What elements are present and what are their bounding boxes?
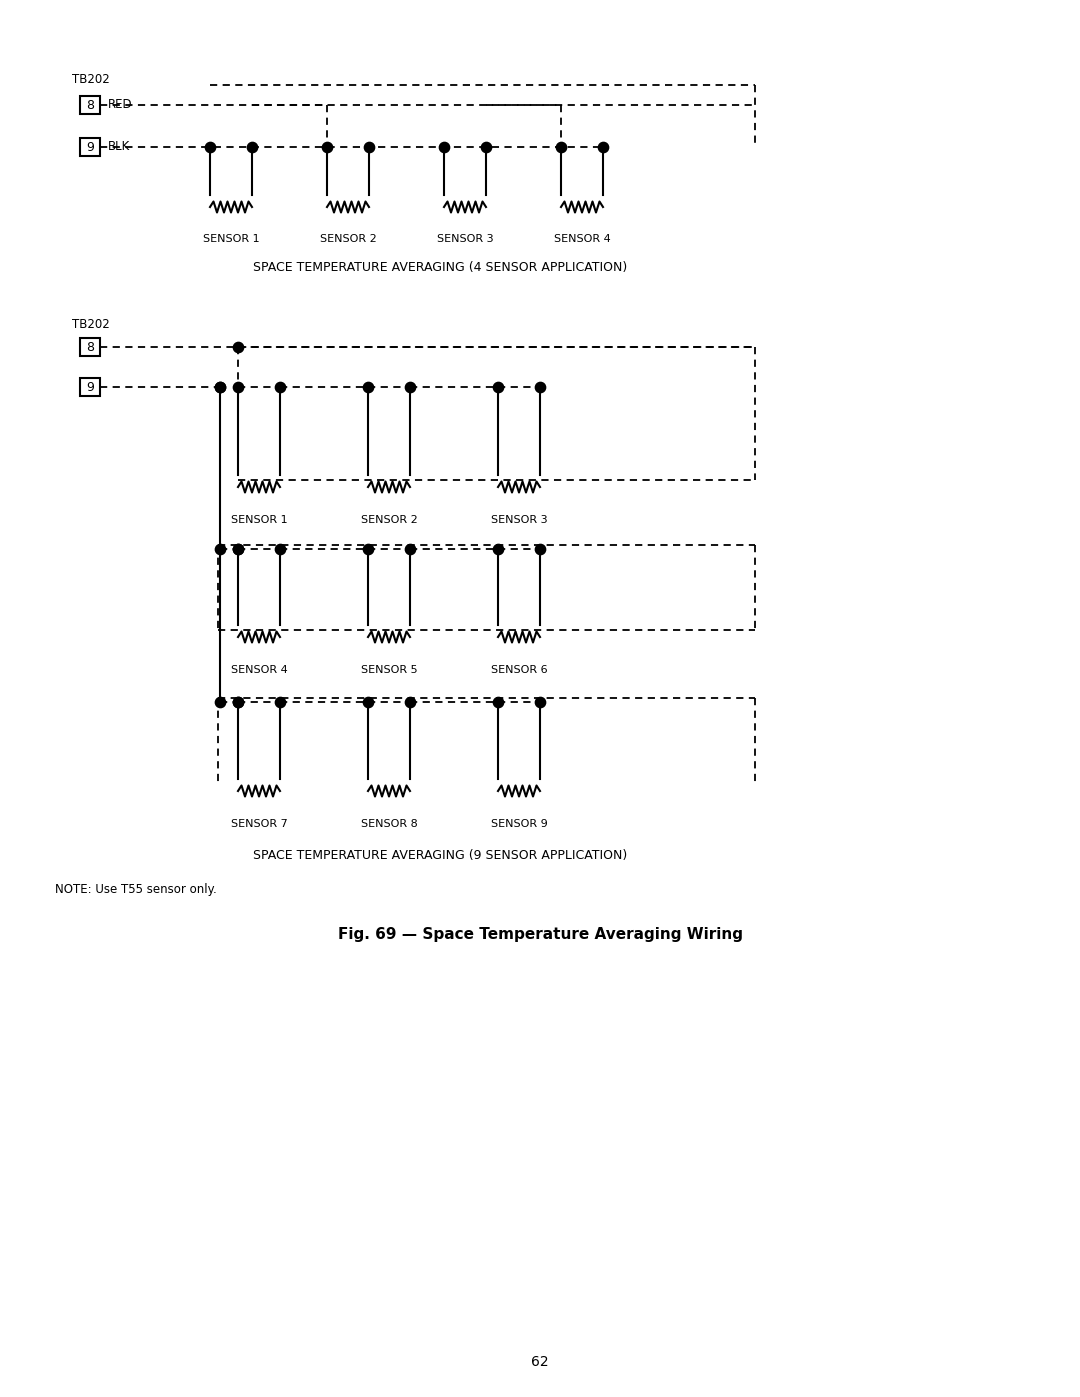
Point xyxy=(271,538,288,560)
Point xyxy=(531,376,549,398)
Point xyxy=(229,692,246,714)
Text: SENSOR 2: SENSOR 2 xyxy=(361,515,417,525)
Point xyxy=(489,538,507,560)
Point xyxy=(212,376,229,398)
Text: SPACE TEMPERATURE AVERAGING (4 SENSOR APPLICATION): SPACE TEMPERATURE AVERAGING (4 SENSOR AP… xyxy=(253,260,627,274)
Text: SENSOR 8: SENSOR 8 xyxy=(361,819,417,828)
Point xyxy=(489,376,507,398)
FancyBboxPatch shape xyxy=(80,338,100,356)
Point xyxy=(402,692,419,714)
Text: SENSOR 1: SENSOR 1 xyxy=(231,515,287,525)
Text: SPACE TEMPERATURE AVERAGING (9 SENSOR APPLICATION): SPACE TEMPERATURE AVERAGING (9 SENSOR AP… xyxy=(253,848,627,862)
Text: SENSOR 7: SENSOR 7 xyxy=(231,819,287,828)
Point xyxy=(360,692,377,714)
Text: TB202: TB202 xyxy=(72,73,110,85)
Text: SENSOR 2: SENSOR 2 xyxy=(320,235,376,244)
Point xyxy=(229,538,246,560)
Point xyxy=(489,692,507,714)
Text: SENSOR 4: SENSOR 4 xyxy=(231,665,287,675)
Text: SENSOR 1: SENSOR 1 xyxy=(203,235,259,244)
FancyBboxPatch shape xyxy=(80,138,100,155)
Point xyxy=(271,376,288,398)
Point xyxy=(402,538,419,560)
Point xyxy=(402,376,419,398)
Point xyxy=(212,692,229,714)
Text: SENSOR 4: SENSOR 4 xyxy=(554,235,610,244)
Point xyxy=(360,538,377,560)
Point xyxy=(212,376,229,398)
Point xyxy=(361,136,378,158)
Text: SENSOR 6: SENSOR 6 xyxy=(490,665,548,675)
Text: RED: RED xyxy=(108,98,133,110)
Text: 62: 62 xyxy=(531,1355,549,1369)
Text: SENSOR 3: SENSOR 3 xyxy=(436,235,494,244)
Point xyxy=(229,538,246,560)
Text: SENSOR 5: SENSOR 5 xyxy=(361,665,417,675)
Text: SENSOR 3: SENSOR 3 xyxy=(490,515,548,525)
Point xyxy=(229,376,246,398)
Point xyxy=(477,136,495,158)
Point xyxy=(229,692,246,714)
Point xyxy=(201,136,218,158)
FancyBboxPatch shape xyxy=(80,96,100,113)
Point xyxy=(319,136,336,158)
FancyBboxPatch shape xyxy=(80,379,100,395)
Point xyxy=(360,376,377,398)
Text: NOTE: Use T55 sensor only.: NOTE: Use T55 sensor only. xyxy=(55,883,217,895)
Point xyxy=(594,136,611,158)
Point xyxy=(435,136,453,158)
Text: 9: 9 xyxy=(86,141,94,154)
Text: Fig. 69 — Space Temperature Averaging Wiring: Fig. 69 — Space Temperature Averaging Wi… xyxy=(337,928,743,943)
Text: SENSOR 9: SENSOR 9 xyxy=(490,819,548,828)
Point xyxy=(552,136,569,158)
Point xyxy=(271,692,288,714)
Text: 8: 8 xyxy=(86,341,94,353)
Text: 8: 8 xyxy=(86,99,94,112)
Point xyxy=(229,335,246,358)
Text: 9: 9 xyxy=(86,380,94,394)
Point xyxy=(531,538,549,560)
Point xyxy=(212,538,229,560)
Point xyxy=(243,136,260,158)
Text: BLK: BLK xyxy=(108,140,131,152)
Text: TB202: TB202 xyxy=(72,317,110,331)
Point xyxy=(531,692,549,714)
